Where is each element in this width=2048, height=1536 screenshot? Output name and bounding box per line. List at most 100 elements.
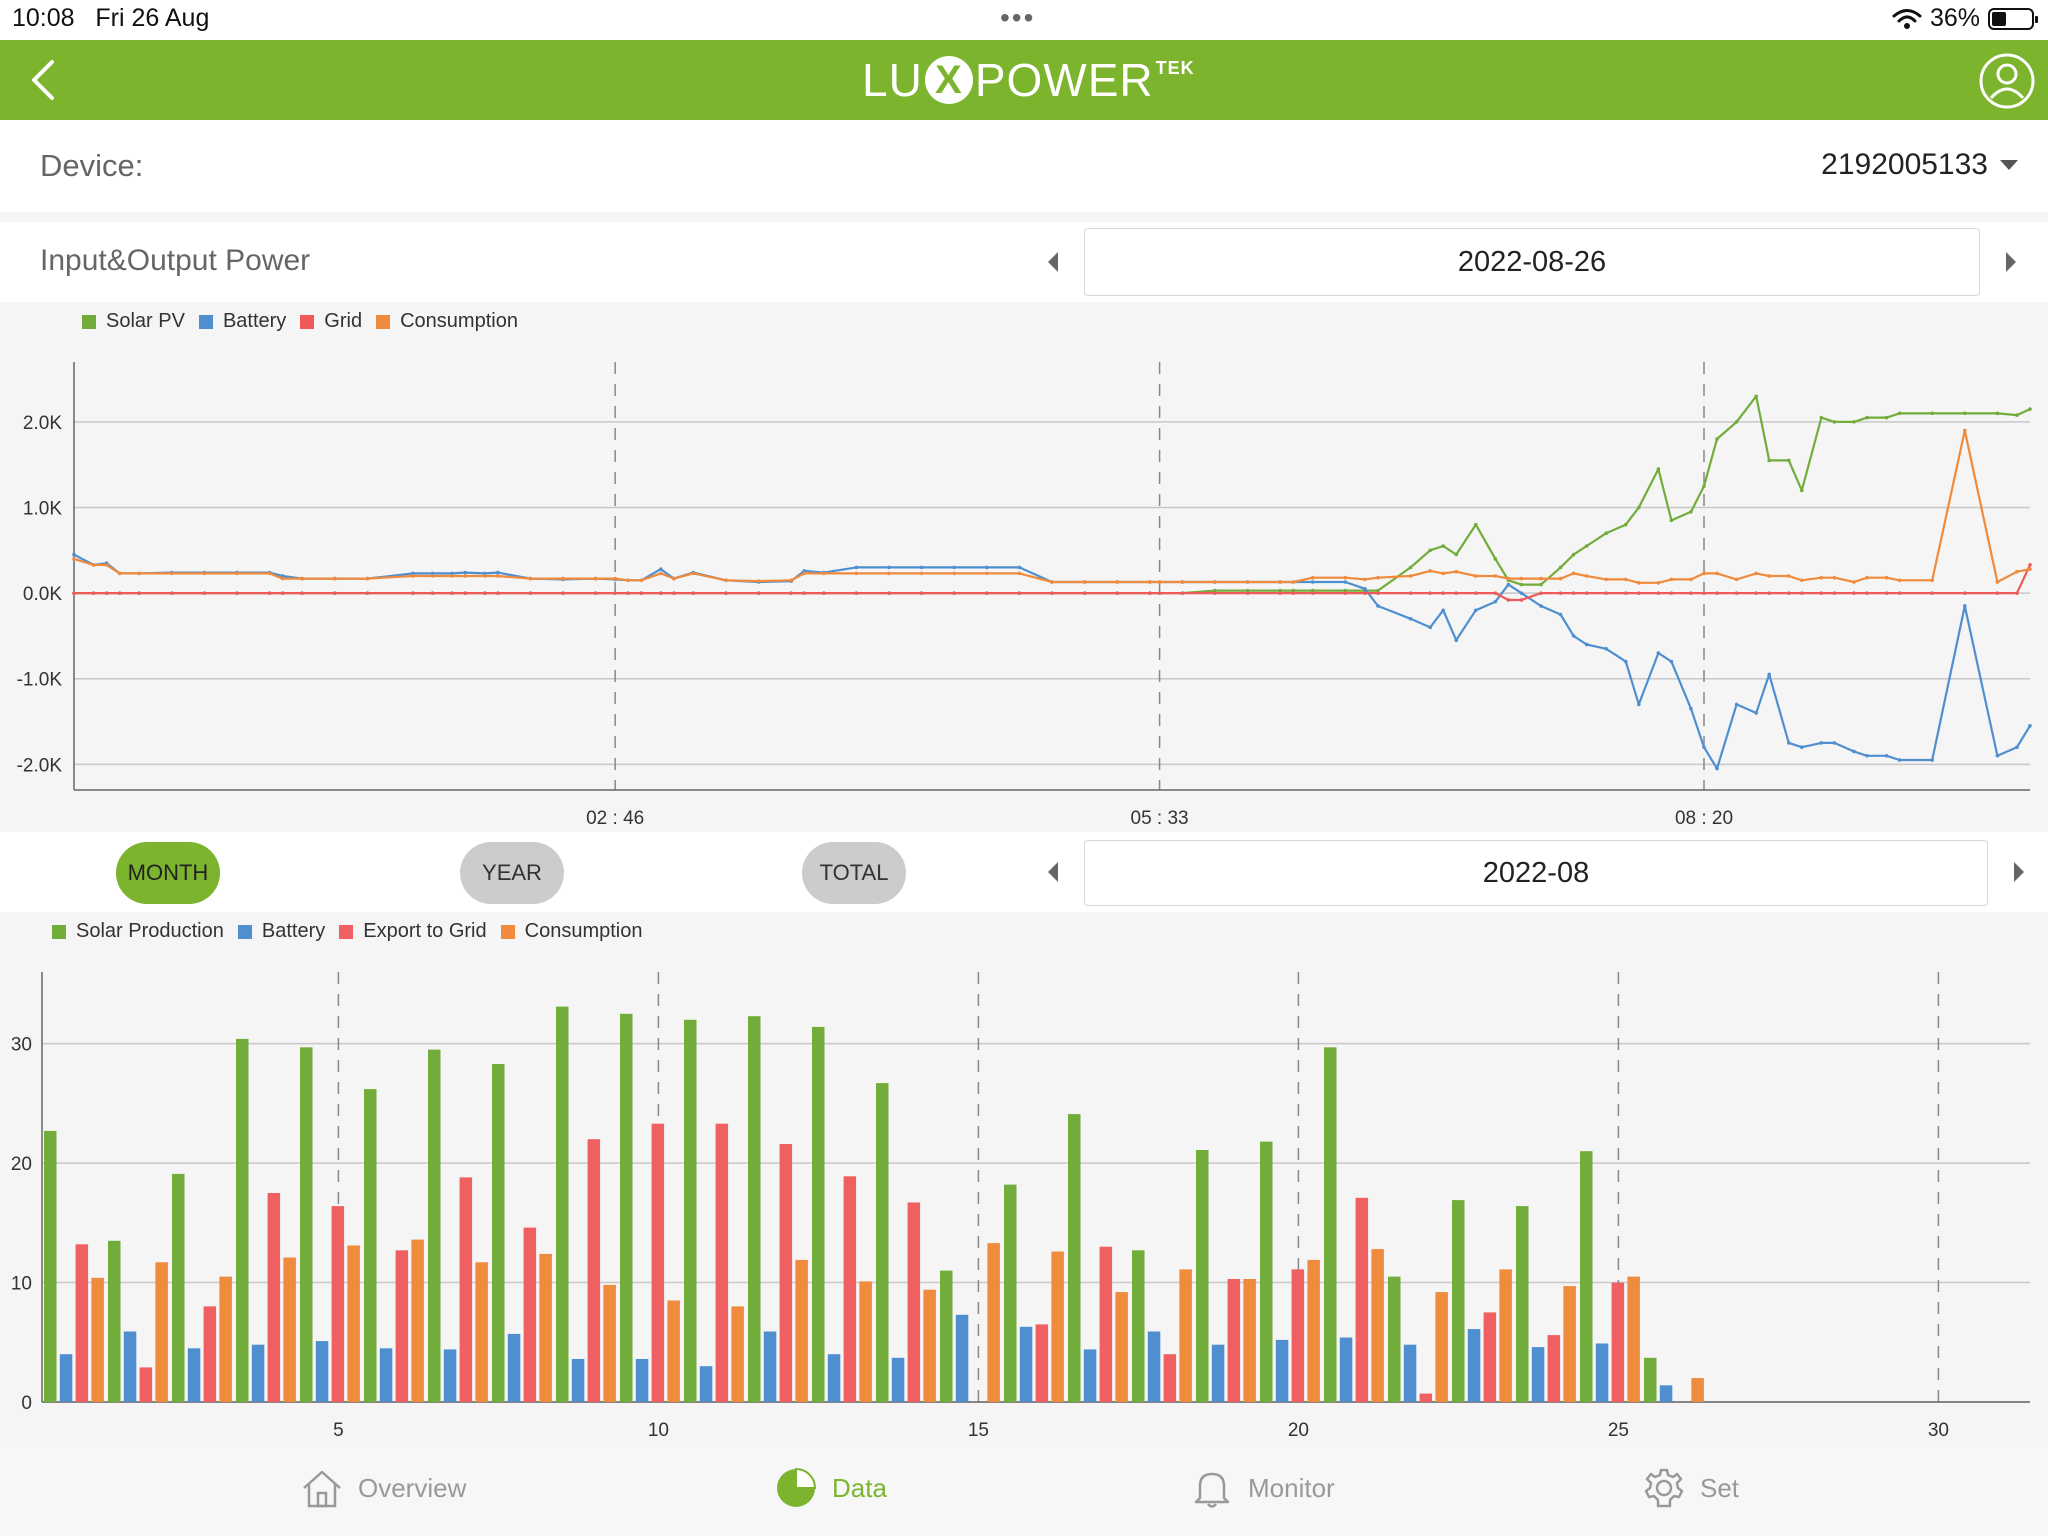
line-legend-item[interactable]: Grid [300, 310, 362, 333]
bar-legend-item[interactable]: Battery [237, 920, 326, 943]
bar-legend-item[interactable]: Consumption [500, 920, 642, 943]
data-point [137, 591, 141, 595]
data-point [1474, 574, 1478, 578]
data-point [1734, 591, 1739, 595]
data-point [613, 591, 617, 595]
data-point [1454, 569, 1459, 574]
data-point [691, 571, 696, 576]
bar-export-to-grid [779, 1144, 793, 1402]
data-point [887, 571, 891, 576]
data-point [1343, 580, 1348, 584]
data-point [952, 571, 956, 576]
device-select[interactable]: 2192005133 [1821, 148, 2018, 182]
bar-export-to-grid [1547, 1335, 1561, 1402]
data-point [802, 571, 807, 576]
bar-export-to-grid [1419, 1393, 1433, 1402]
tab-month[interactable]: MONTH [116, 842, 220, 904]
x-tick-label: 08 : 20 [1675, 808, 1733, 829]
multitask-dots-icon[interactable]: ••• [1000, 2, 1036, 33]
data-point [1376, 604, 1380, 608]
line-legend-item[interactable]: Solar PV [82, 310, 185, 333]
data-point [1623, 577, 1628, 582]
bar-legend-item[interactable]: Solar Production [52, 920, 224, 943]
home-icon [303, 1470, 341, 1508]
data-point [1363, 587, 1367, 591]
data-point [1428, 591, 1432, 595]
back-button[interactable] [18, 50, 68, 110]
tab-year[interactable]: YEAR [460, 842, 564, 904]
data-point [1623, 591, 1628, 595]
data-point [1819, 591, 1824, 595]
bar-solar-production [684, 1019, 697, 1402]
data-point [1376, 591, 1380, 595]
month-selector[interactable]: 2022-08 [1084, 840, 1988, 906]
data-point [1474, 591, 1478, 595]
data-point [626, 578, 630, 583]
data-point [450, 571, 454, 576]
data-point [1441, 571, 1445, 576]
prev-day-icon[interactable] [1048, 252, 1058, 272]
bar-battery [443, 1349, 457, 1402]
data-point [1604, 591, 1608, 595]
nav-overview[interactable]: Overview [300, 1460, 466, 1516]
tab-total[interactable]: TOTAL [802, 842, 906, 904]
legend-label: Export to Grid [363, 920, 487, 942]
legend-swatch [198, 314, 213, 329]
data-point [1637, 702, 1641, 707]
legend-label: Solar PV [106, 310, 185, 332]
data-point [672, 591, 676, 595]
data-point [1786, 741, 1791, 745]
data-point [1148, 580, 1152, 584]
next-day-icon[interactable] [2006, 252, 2016, 272]
nav-monitor-label: Monitor [1248, 1472, 1335, 1503]
next-month-icon[interactable] [2014, 862, 2024, 882]
legend-swatch [500, 924, 515, 939]
line-legend-item[interactable]: Consumption [376, 310, 518, 333]
nav-monitor[interactable]: Monitor [1190, 1460, 1335, 1516]
data-point [1363, 577, 1367, 582]
data-point [1656, 467, 1661, 471]
data-point [1050, 591, 1054, 595]
data-point [1702, 571, 1706, 576]
bar-solar-production [172, 1173, 185, 1402]
data-point [1082, 580, 1087, 584]
data-point [1584, 591, 1589, 595]
bar-consumption [731, 1306, 744, 1402]
data-point [1995, 411, 2000, 416]
data-point [1800, 578, 1804, 583]
data-point [1852, 591, 1856, 595]
data-point [1832, 591, 1837, 595]
data-point [1656, 651, 1661, 655]
profile-icon[interactable] [1978, 52, 2036, 110]
bar-solar-production [1132, 1250, 1145, 1402]
data-point [496, 574, 500, 578]
legend-label: Battery [261, 920, 326, 942]
prev-month-icon[interactable] [1048, 862, 1058, 882]
bar-battery [1083, 1349, 1097, 1402]
data-point [202, 571, 207, 576]
date-selector[interactable]: 2022-08-26 [1084, 228, 1980, 296]
battery-icon [1988, 7, 2038, 30]
bar-battery [379, 1348, 393, 1403]
data-point [1865, 415, 1869, 420]
line-legend-item[interactable]: Battery [198, 310, 286, 333]
data-point [1930, 411, 1934, 416]
data-point [117, 571, 122, 576]
nav-data[interactable]: Data [774, 1460, 887, 1516]
x-tick-label: 25 [1608, 1420, 1629, 1441]
data-point [2015, 591, 2019, 595]
data-point [1571, 571, 1576, 576]
bar-consumption [987, 1243, 1000, 1402]
bar-export-to-grid [1099, 1246, 1113, 1402]
legend-swatch [300, 314, 315, 329]
data-point [854, 591, 859, 595]
data-point [91, 563, 96, 567]
bar-export-to-grid [715, 1123, 729, 1402]
data-point [280, 574, 285, 578]
caret-down-icon [2000, 160, 2018, 170]
bar-consumption [475, 1262, 488, 1403]
nav-set[interactable]: Set [1642, 1460, 1739, 1516]
data-point [1754, 591, 1758, 595]
bar-legend-item[interactable]: Export to Grid [339, 920, 487, 943]
data-point [1311, 591, 1315, 595]
